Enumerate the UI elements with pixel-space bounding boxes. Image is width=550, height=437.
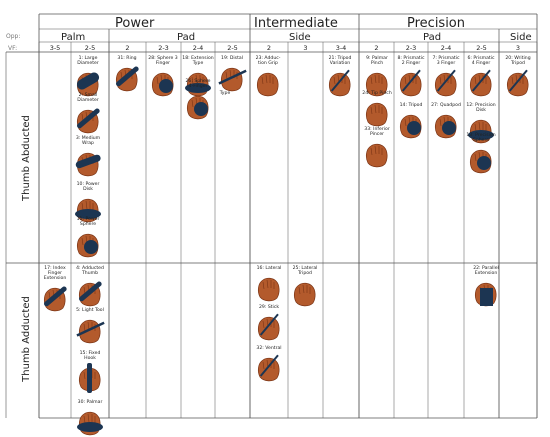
vf-label: 2-5 [227, 44, 238, 52]
hand-grasp-illustration [430, 110, 462, 140]
grasp-label: 11: Power Sphere [76, 217, 100, 227]
grasp-taxonomy-figure: Opp: VF: Power Intermediate Precision Pa… [5, 13, 538, 436]
hand-grasp-illustration [465, 145, 497, 175]
grasp-label: 14: Tripod [399, 103, 423, 108]
hand-grasp-illustration [395, 68, 427, 98]
vf-label: 2-3 [405, 44, 417, 52]
grasp-label: 27: Quadpod [431, 103, 461, 108]
grasp-label: 12: Precision Disk [466, 103, 496, 113]
hand-grasp-illustration [182, 68, 214, 98]
hand-grasp-illustration [430, 68, 462, 98]
vf-label: 3 [303, 44, 308, 52]
hand-grasp-illustration [502, 68, 534, 98]
opposition-side-intermediate: Side [289, 32, 311, 43]
hand-grasp-illustration [465, 115, 497, 145]
opposition-palm: Palm [61, 32, 86, 43]
vf-label: 2-5 [84, 44, 96, 52]
vf-label: 2-4 [192, 44, 204, 52]
vf-label: 2-3 [158, 44, 169, 52]
hand-grasp-illustration [74, 315, 106, 345]
vf-label: 3-5 [49, 44, 61, 52]
grasp-label: 16: Lateral [256, 266, 282, 271]
hand-grasp-illustration [72, 229, 104, 259]
hand-grasp-illustration [39, 283, 71, 313]
hand-grasp-illustration [361, 68, 393, 98]
vf-label: 2 [266, 44, 272, 52]
grasp-label: 32: Ventral [256, 346, 282, 351]
grasp-label: 21: Tripod Variation [328, 56, 352, 66]
hand-grasp-illustration [361, 139, 393, 169]
hand-grasp-illustration [74, 278, 106, 308]
grasp-label: 7: Prismatic 3 Finger [432, 56, 460, 66]
opp-row-label: Opp: [6, 33, 21, 40]
hand-grasp-illustration [147, 68, 179, 98]
grasp-label: 13: Precision Sphere [466, 133, 496, 143]
grasp-label: 33: Inferior Pincer [364, 127, 390, 137]
category-precision: Precision [407, 16, 466, 31]
opposition-pad-precision: Pad [423, 32, 442, 43]
hand-grasp-illustration [72, 105, 104, 135]
hand-grasp-illustration [74, 407, 106, 437]
grasp-label: 9: Palmar Pinch [366, 56, 388, 66]
hand-grasp-illustration [72, 194, 104, 224]
vf-label: 3-4 [335, 44, 347, 52]
grasp-label: 1: Large Diameter [77, 56, 99, 66]
grasp-label: 18: Extension Type [182, 56, 214, 66]
vf-label: 2-4 [440, 44, 452, 52]
grasp-label: 3: Medium Wrap [75, 136, 101, 146]
grid-lines [5, 13, 538, 419]
hand-grasp-illustration [470, 278, 502, 308]
hand-grasp-illustration [361, 98, 393, 128]
grasp-label: 6: Prismatic 4 Finger [467, 56, 495, 66]
opposition-side-precision: Side [510, 32, 532, 43]
hand-grasp-illustration [111, 63, 143, 93]
grasp-label: 20: Writing Tripod [505, 56, 531, 66]
hand-grasp-illustration [216, 63, 248, 93]
grasp-label: 26: Sphere 4-Finger [185, 79, 211, 89]
hand-grasp-illustration [182, 91, 214, 121]
hand-grasp-illustration [74, 363, 106, 393]
grasp-label: 2: Small Diameter [77, 93, 99, 103]
grasp-label: 8: Prismatic 2 Finger [397, 56, 425, 66]
grasp-label: 31: Ring [117, 56, 137, 61]
grasp-label: 5: Light Tool [76, 308, 104, 313]
grasp-label: 24: Tip Pinch [362, 91, 392, 96]
opposition-pad-power: Pad [177, 32, 196, 43]
row-label-abducted: Thumb Abducted [21, 115, 32, 201]
row-label-adducted: Thumb Adducted [21, 296, 32, 382]
vf-label: 2-5 [476, 44, 487, 52]
grasp-label: Type [219, 91, 231, 96]
hand-grasp-illustration [465, 68, 497, 98]
category-power: Power [115, 16, 155, 31]
hand-grasp-illustration [253, 353, 285, 383]
hand-grasp-illustration [324, 68, 356, 98]
grasp-label: 23: Adduc- tion Grip [255, 56, 281, 66]
hand-grasp-illustration [253, 312, 285, 342]
hand-grasp-illustration [72, 68, 104, 98]
vf-label: 2 [125, 44, 130, 52]
grasp-label: 28: Sphere 3 Finger [148, 56, 178, 66]
grasp-label: 25: Lateral Tripod [292, 266, 318, 276]
grasp-label: 15: Fixed Hook [79, 351, 101, 361]
grasp-label: 4: Adducted Thumb [76, 266, 104, 276]
hand-grasp-illustration [252, 68, 284, 98]
grasp-label: 10: Power Disk [76, 182, 100, 192]
grasp-label: 17: Index Finger Extension [43, 266, 67, 281]
vf-label: 2 [374, 44, 379, 52]
grasp-label: 29: Stick [258, 305, 280, 310]
grasp-label: 19: Distal [221, 56, 243, 61]
hand-grasp-illustration [253, 273, 285, 303]
vf-row-label: VF: [8, 45, 18, 52]
grasp-label: 30: Palmar [77, 400, 103, 405]
hand-grasp-illustration [395, 110, 427, 140]
hand-grasp-illustration [72, 148, 104, 178]
vf-label: 3 [515, 44, 521, 52]
hand-grasp-illustration [289, 278, 321, 308]
grasp-label: 22: Parallel Extension [473, 266, 499, 276]
category-intermediate: Intermediate [254, 16, 338, 31]
